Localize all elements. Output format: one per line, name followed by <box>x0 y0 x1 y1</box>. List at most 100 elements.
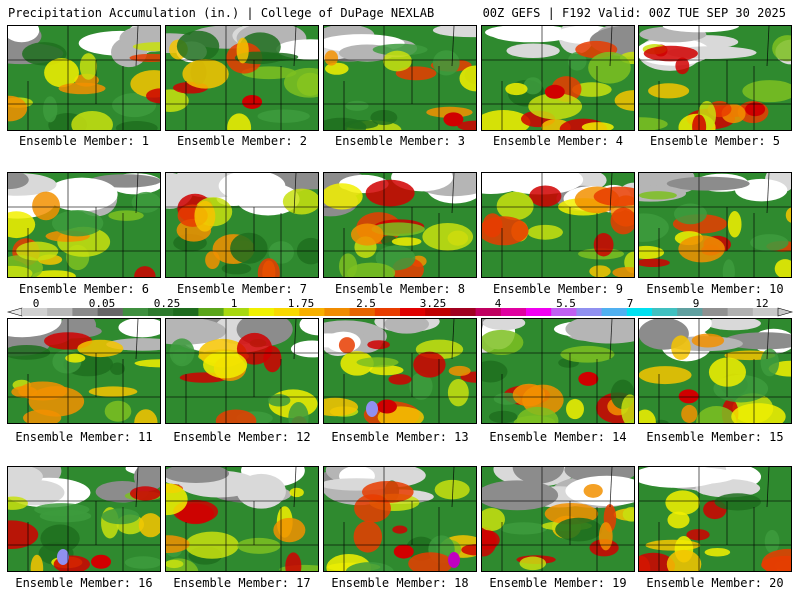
scale-swatch <box>299 308 325 316</box>
scale-swatch <box>349 308 376 316</box>
scale-tick-label: 3.25 <box>419 297 447 310</box>
ensemble-member-label: Ensemble Member: 3 <box>334 134 466 148</box>
ensemble-member-label: Ensemble Member: 2 <box>176 134 308 148</box>
ensemble-map-6 <box>7 172 161 278</box>
scale-swatch <box>677 308 703 316</box>
precip-map <box>324 26 476 130</box>
ensemble-member-label: Ensemble Member: 11 <box>15 430 153 444</box>
scale-swatch <box>72 308 99 316</box>
ensemble-map-14 <box>481 318 635 424</box>
precip-map <box>8 467 160 571</box>
scale-swatch <box>22 308 48 316</box>
precip-map <box>482 467 634 571</box>
page-title: Precipitation Accumulation (in.) | Colle… <box>8 6 435 20</box>
color-scale-bar <box>6 307 794 317</box>
precip-map <box>166 319 318 423</box>
ensemble-member-label: Ensemble Member: 5 <box>649 134 781 148</box>
ensemble-member-label: Ensemble Member: 1 <box>18 134 150 148</box>
ensemble-map-5 <box>638 25 792 131</box>
scale-swatch <box>173 308 199 316</box>
ensemble-map-18 <box>323 466 477 572</box>
ensemble-map-2 <box>165 25 319 131</box>
scale-swatch <box>400 308 426 316</box>
scale-left-arrow <box>6 307 23 317</box>
color-scale <box>0 296 800 318</box>
precip-map <box>8 26 160 130</box>
scale-swatch <box>450 308 477 316</box>
ensemble-map-11 <box>7 318 161 424</box>
precip-map <box>639 26 791 130</box>
scale-swatch <box>727 308 754 316</box>
scale-tick-label: 1 <box>230 297 238 310</box>
ensemble-member-label: Ensemble Member: 12 <box>173 430 311 444</box>
scale-swatch <box>324 308 351 316</box>
precip-map <box>166 173 318 277</box>
ensemble-member-label: Ensemble Member: 9 <box>492 282 624 296</box>
scale-swatch <box>374 308 401 316</box>
scale-swatch <box>500 308 527 316</box>
scale-swatch <box>576 308 603 316</box>
precip-map <box>8 319 160 423</box>
ensemble-member-label: Ensemble Member: 16 <box>15 576 153 590</box>
scale-swatch <box>702 308 729 316</box>
scale-tick-label: 1.75 <box>287 297 315 310</box>
ensemble-map-3 <box>323 25 477 131</box>
precip-map <box>324 173 476 277</box>
ensemble-map-17 <box>165 466 319 572</box>
ensemble-member-label: Ensemble Member: 17 <box>173 576 311 590</box>
scale-tick-label: 5.5 <box>556 297 576 310</box>
scale-swatch <box>198 308 225 316</box>
precip-map <box>166 467 318 571</box>
scale-swatch <box>752 308 779 316</box>
run-info: 00Z GEFS | F192 Valid: 00Z TUE SEP 30 20… <box>482 6 786 20</box>
ensemble-member-label: Ensemble Member: 15 <box>646 430 784 444</box>
ensemble-member-label: Ensemble Member: 7 <box>176 282 308 296</box>
scale-tick-label: 9 <box>692 297 700 310</box>
ensemble-member-label: Ensemble Member: 14 <box>489 430 627 444</box>
ensemble-member-label: Ensemble Member: 13 <box>331 430 469 444</box>
ensemble-member-label: Ensemble Member: 20 <box>646 576 784 590</box>
scale-swatch <box>626 308 653 316</box>
scale-swatch <box>425 308 451 316</box>
ensemble-member-label: Ensemble Member: 18 <box>331 576 469 590</box>
precip-map <box>8 173 160 277</box>
ensemble-member-label: Ensemble Member: 6 <box>18 282 150 296</box>
ensemble-map-15 <box>638 318 792 424</box>
ensemble-map-1 <box>7 25 161 131</box>
precip-map <box>482 26 634 130</box>
ensemble-map-12 <box>165 318 319 424</box>
scale-swatch <box>97 308 124 316</box>
ensemble-map-7 <box>165 172 319 278</box>
precip-map <box>324 467 476 571</box>
ensemble-member-label: Ensemble Member: 8 <box>334 282 466 296</box>
scale-tick-label: 0.05 <box>88 297 116 310</box>
ensemble-map-4 <box>481 25 635 131</box>
scale-swatch <box>47 308 73 316</box>
ensemble-map-8 <box>323 172 477 278</box>
precip-map <box>482 173 634 277</box>
ensemble-map-10 <box>638 172 792 278</box>
ensemble-map-19 <box>481 466 635 572</box>
scale-tick-label: 0 <box>32 297 40 310</box>
scale-swatch <box>526 308 552 316</box>
scale-swatch <box>223 308 250 316</box>
scale-swatch <box>601 308 628 316</box>
precip-map <box>166 26 318 130</box>
scale-tick-label: 12 <box>755 297 769 310</box>
scale-swatch <box>652 308 678 316</box>
ensemble-map-13 <box>323 318 477 424</box>
scale-swatch <box>248 308 275 316</box>
scale-tick-label: 0.25 <box>153 297 181 310</box>
precip-map <box>482 319 634 423</box>
scale-swatch <box>148 308 174 316</box>
ensemble-member-label: Ensemble Member: 4 <box>492 134 624 148</box>
precip-map <box>324 319 476 423</box>
ensemble-member-label: Ensemble Member: 10 <box>646 282 784 296</box>
scale-tick-label: 7 <box>626 297 634 310</box>
scale-tick-label: 2.5 <box>356 297 376 310</box>
precip-map <box>639 467 791 571</box>
scale-swatch <box>551 308 577 316</box>
scale-swatch <box>122 308 149 316</box>
ensemble-map-20 <box>638 466 792 572</box>
scale-right-arrow <box>777 307 794 317</box>
